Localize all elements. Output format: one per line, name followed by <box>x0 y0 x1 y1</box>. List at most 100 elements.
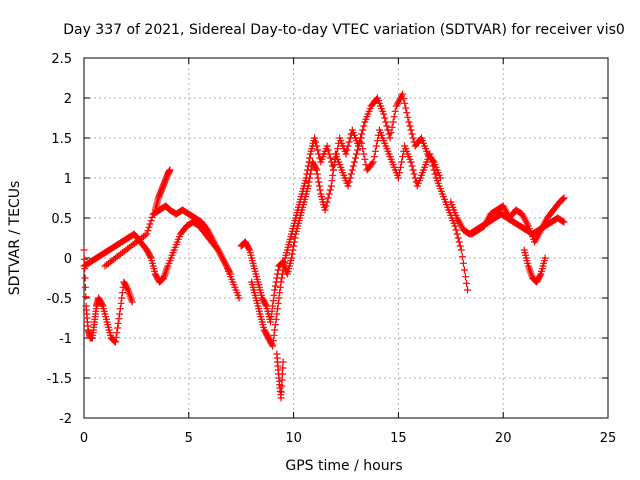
data-point-fill <box>407 126 415 134</box>
data-point <box>273 310 281 318</box>
y-tick-label: -0.5 <box>47 292 72 307</box>
data-point <box>436 174 444 182</box>
data-point-fill <box>403 109 411 117</box>
data-point-fill <box>118 289 126 297</box>
data-point-fill <box>112 333 120 341</box>
data-point-fill <box>370 153 378 161</box>
x-tick-label: 20 <box>495 431 512 446</box>
y-tick-label: -1 <box>59 332 72 347</box>
data-point <box>302 174 310 182</box>
grid-lines <box>83 57 609 419</box>
data-point <box>80 246 88 254</box>
data-point <box>235 294 243 302</box>
data-point-fill <box>348 166 356 174</box>
data-point-fill <box>354 146 362 154</box>
data-point-fill <box>333 150 341 158</box>
data-point-fill <box>116 305 124 313</box>
data-point-fill <box>455 238 463 246</box>
data-point-fill <box>148 213 156 221</box>
data-point-fill <box>328 177 336 185</box>
y-tick-label: -1.5 <box>47 372 72 387</box>
data-point-fill <box>322 202 330 210</box>
data-point <box>344 182 352 190</box>
data-point-fill <box>360 150 368 158</box>
data-point-fill <box>312 138 320 146</box>
data-point-fill <box>306 154 314 162</box>
data-point <box>323 142 331 150</box>
data-point-fill <box>395 169 403 177</box>
data-point-fill <box>324 146 332 154</box>
data-point-fill <box>460 266 468 274</box>
data-point-fill <box>269 337 277 345</box>
x-tick-label: 0 <box>80 431 88 446</box>
data-point-fill <box>431 170 439 178</box>
data-point-fill <box>398 158 406 166</box>
y-axis-label: SDTVAR / TECUs <box>7 181 23 296</box>
data-point-fill <box>304 162 312 170</box>
data-point <box>394 174 402 182</box>
data-point-fill <box>429 157 437 165</box>
data-point-fill <box>245 245 253 253</box>
data-point-fill <box>146 253 154 261</box>
data-point-fill <box>274 305 282 313</box>
data-point-fill <box>326 154 334 162</box>
series-arc-4 <box>151 166 174 214</box>
series-arc-2 <box>80 246 136 346</box>
data-point-fill <box>81 283 89 291</box>
data-point-fill <box>80 255 88 263</box>
data-point-fill <box>390 113 398 121</box>
data-point-fill <box>351 154 359 162</box>
data-point-fill <box>356 138 364 146</box>
data-point-fill <box>346 174 354 182</box>
data-point <box>321 206 329 214</box>
data-point <box>342 150 350 158</box>
data-point-fill <box>324 194 332 202</box>
data-point-fill <box>345 178 353 186</box>
data-point <box>327 182 335 190</box>
data-point-fill <box>461 273 469 281</box>
data-point-fill <box>559 195 567 203</box>
data-point-fill <box>458 253 466 261</box>
data-point-fill <box>279 364 287 372</box>
data-point-fill <box>332 155 340 163</box>
data-point-fill <box>391 107 399 115</box>
data-point-fill <box>279 266 287 274</box>
data-point-fill <box>387 129 395 137</box>
data-point-fill <box>373 137 381 145</box>
data-point-fill <box>344 142 352 150</box>
data-point-fill <box>98 301 106 309</box>
data-point-fill <box>275 294 283 302</box>
x-tick-label: 25 <box>600 431 617 446</box>
data-point-fill <box>371 147 379 155</box>
data-point <box>267 318 275 326</box>
data-point-fill <box>276 283 284 291</box>
data-point-fill <box>312 165 320 173</box>
data-point-fill <box>368 159 376 167</box>
data-point-fill <box>401 99 409 107</box>
data-point-fill <box>146 220 154 228</box>
series-arc-3 <box>101 202 243 302</box>
data-point-fill <box>81 274 89 282</box>
data-point <box>288 254 296 262</box>
data-point-fill <box>454 234 462 242</box>
data-point-fill <box>278 370 286 378</box>
data-point-fill <box>330 161 338 169</box>
data-point-fill <box>325 190 333 198</box>
data-point-fill <box>399 153 407 161</box>
data-point <box>380 110 388 118</box>
data-point-fill <box>315 178 323 186</box>
data-point-fill <box>381 114 389 122</box>
data-point-fill <box>410 170 418 178</box>
data-point-fill <box>262 301 270 309</box>
data-point-fill <box>268 341 276 349</box>
data-point-fill <box>313 142 321 150</box>
data-point-fill <box>269 302 277 310</box>
series-arc-7 <box>273 350 287 402</box>
plot-frame <box>83 57 609 419</box>
data-point <box>386 134 394 142</box>
data-point-fill <box>304 166 312 174</box>
data-point-fill <box>382 118 390 126</box>
data-point-fill <box>326 186 334 194</box>
chart-title: Day 337 of 2021, Sidereal Day-to-day VTE… <box>63 22 625 38</box>
data-point-fill <box>117 299 125 307</box>
